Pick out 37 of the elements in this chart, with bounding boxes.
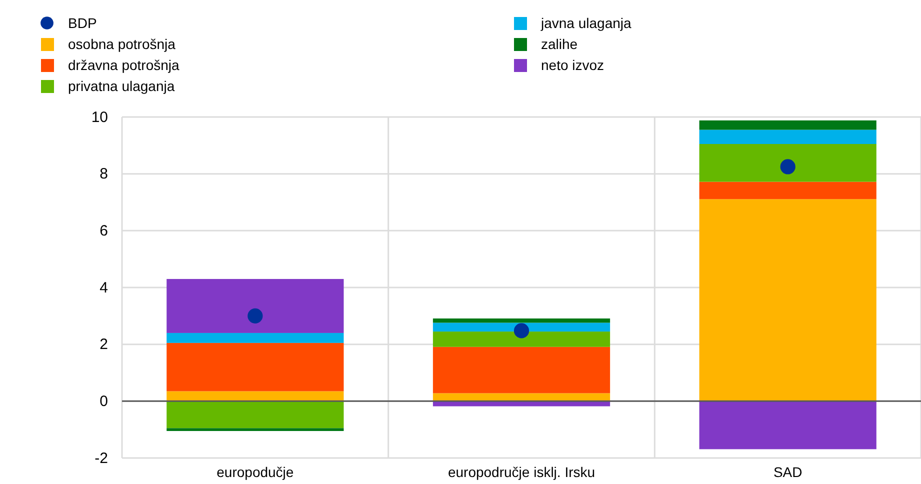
y-tick-label: 2 xyxy=(100,336,108,354)
bar xyxy=(699,144,876,182)
point xyxy=(248,308,263,324)
y-tick-label: 0 xyxy=(100,392,108,410)
bar xyxy=(432,318,610,323)
y-tick-label: 4 xyxy=(100,279,108,296)
y-tick-label: 6 xyxy=(100,222,108,240)
legend-label: BDP xyxy=(68,15,97,31)
bar xyxy=(699,199,876,402)
point xyxy=(514,323,530,338)
y-tick-label: -2 xyxy=(94,450,108,467)
bar xyxy=(432,322,610,332)
bar xyxy=(166,332,344,343)
legend-label: neto izvoz xyxy=(541,57,604,73)
y-tick-label: 10 xyxy=(91,108,108,126)
bar xyxy=(432,332,610,347)
bar xyxy=(432,393,610,402)
bar xyxy=(699,130,876,144)
bar xyxy=(166,391,344,402)
y-tick-label: 8 xyxy=(100,166,108,183)
point xyxy=(780,159,796,174)
bar xyxy=(699,120,876,130)
legend-label: državna potrošnja xyxy=(68,57,180,73)
bar xyxy=(699,182,876,200)
legend-label: zalihe xyxy=(541,36,578,52)
legend-label: javna ulaganja xyxy=(540,15,632,31)
bar xyxy=(166,401,344,428)
bar xyxy=(699,401,876,450)
legend-label: privatna ulaganja xyxy=(68,78,175,94)
x-tick-label: europodručje isklj. Irsku xyxy=(448,464,596,480)
x-tick-label: SAD xyxy=(773,464,802,480)
legend-label: osobna potrošnja xyxy=(68,36,176,52)
bar xyxy=(166,428,344,432)
bar xyxy=(432,346,610,394)
x-tick-label: europodučje xyxy=(216,464,294,480)
bar xyxy=(166,342,344,392)
bar xyxy=(166,278,344,333)
